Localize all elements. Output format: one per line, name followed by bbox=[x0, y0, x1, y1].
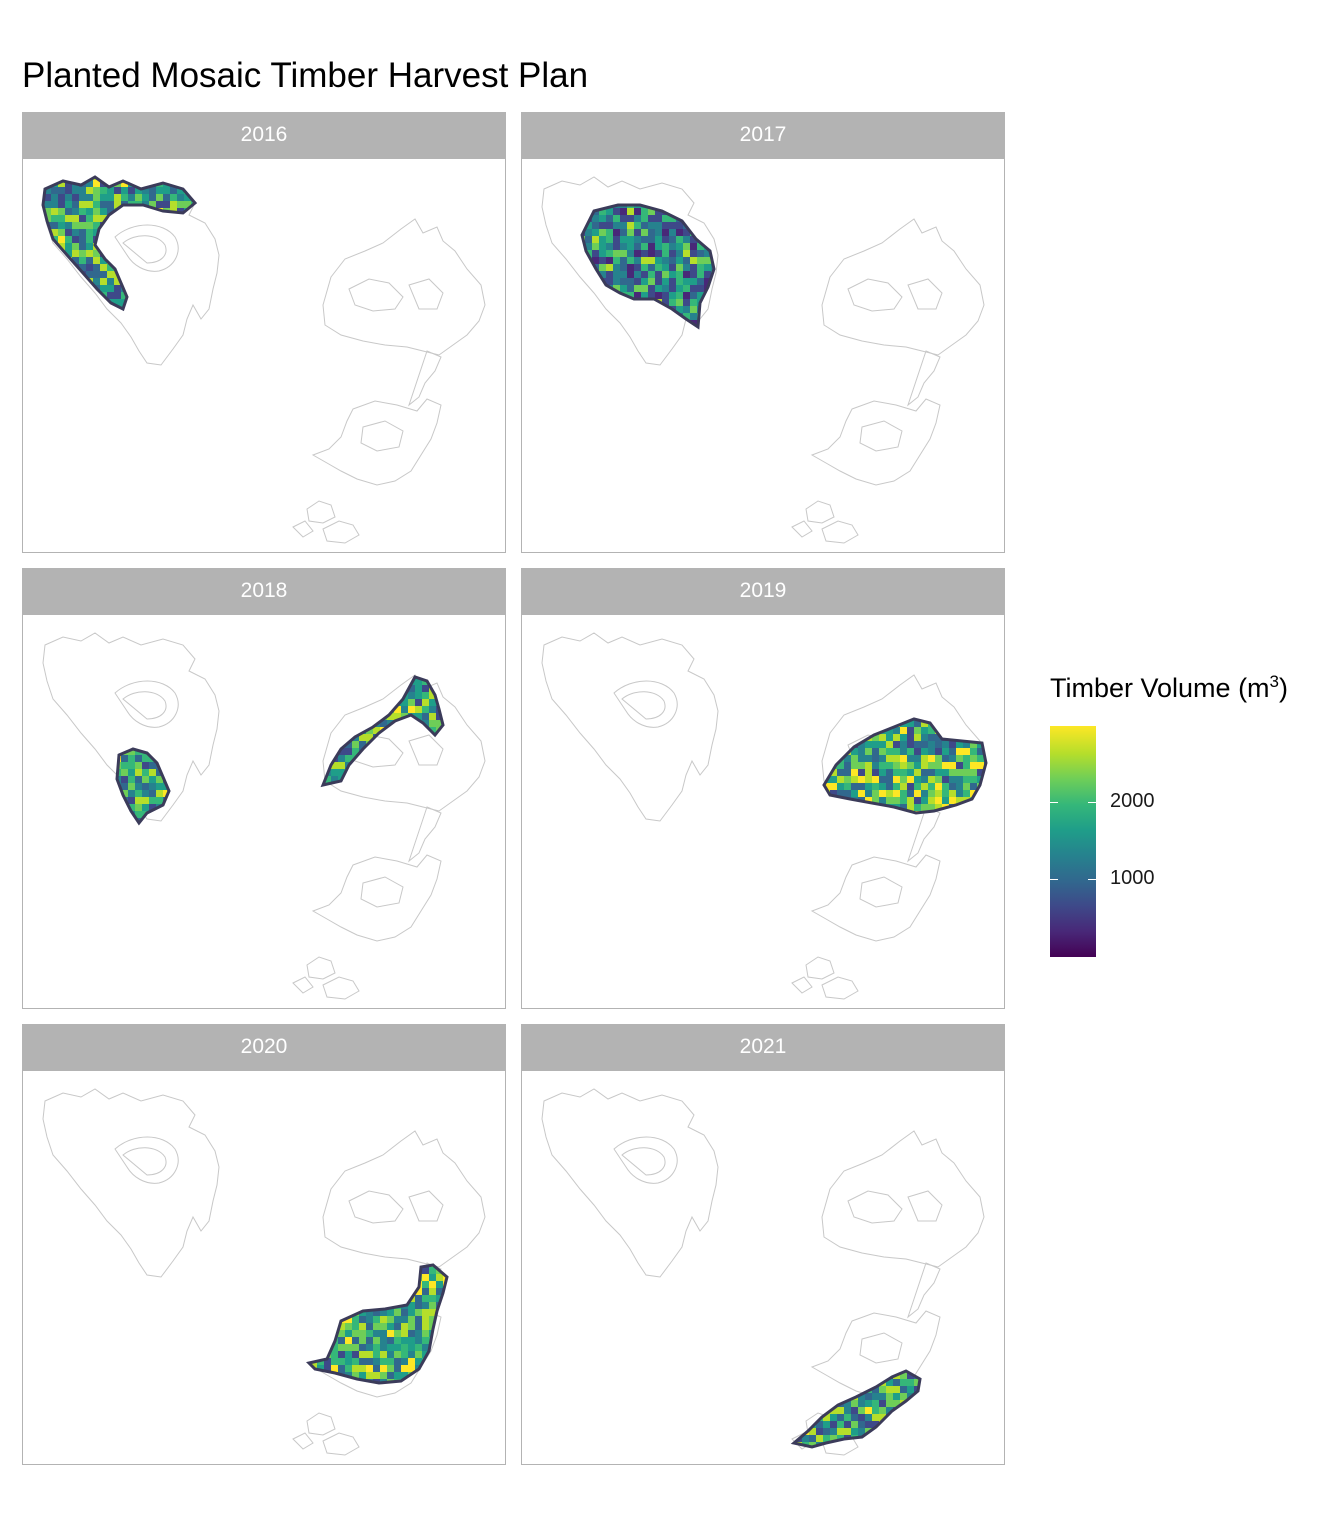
facet-panel-2018: 2018 bbox=[22, 568, 506, 1009]
facet-strip-label: 2020 bbox=[22, 1024, 506, 1070]
harvest-raster bbox=[43, 177, 195, 309]
harvest-raster bbox=[117, 677, 443, 823]
harvest-block-border bbox=[41, 175, 198, 312]
estate-outline bbox=[621, 691, 666, 720]
estate-outline bbox=[348, 1190, 404, 1224]
facet-panel-2021: 2021 bbox=[521, 1024, 1005, 1465]
harvest-block-border bbox=[580, 203, 716, 330]
estate-outline bbox=[821, 218, 985, 356]
estate-outline bbox=[541, 632, 719, 822]
harvest-raster bbox=[794, 1371, 920, 1447]
estate-outline bbox=[322, 1130, 486, 1268]
estate-outline bbox=[292, 520, 314, 538]
estate-outline bbox=[311, 398, 442, 486]
estate-outline bbox=[114, 224, 179, 272]
map-area bbox=[521, 1070, 1005, 1465]
harvest-block-border bbox=[822, 717, 988, 815]
estate-outline bbox=[613, 1136, 678, 1184]
estate-outline bbox=[322, 976, 360, 1000]
estate-outline bbox=[906, 806, 941, 863]
facet-panel-2016: 2016 bbox=[22, 112, 506, 553]
estate-outline bbox=[122, 1147, 167, 1176]
estate-outline bbox=[408, 1190, 444, 1222]
estate-outline bbox=[360, 876, 404, 908]
estate-outline bbox=[322, 674, 486, 812]
estate-outline bbox=[810, 854, 941, 942]
facet-strip-label: 2016 bbox=[22, 112, 506, 158]
estate-outline bbox=[306, 500, 336, 524]
estate-outline bbox=[114, 680, 179, 728]
estate-outline bbox=[322, 1432, 360, 1456]
estate-outline bbox=[311, 854, 442, 942]
estate-outline bbox=[810, 1310, 941, 1398]
estate-outline bbox=[810, 398, 941, 486]
estate-outline bbox=[621, 1147, 666, 1176]
estate-outline bbox=[122, 691, 167, 720]
legend: Timber Volume (m3) 2000 1000 bbox=[1040, 668, 1330, 968]
estate-outline bbox=[42, 1088, 220, 1278]
estate-outline bbox=[791, 520, 813, 538]
estate-outline bbox=[859, 876, 903, 908]
estate-outline bbox=[541, 1088, 719, 1278]
estate-outline bbox=[292, 1432, 314, 1450]
page-title: Planted Mosaic Timber Harvest Plan bbox=[22, 56, 588, 96]
estate-outline bbox=[907, 1190, 943, 1222]
estate-outline bbox=[805, 956, 835, 980]
harvest-raster bbox=[309, 1265, 447, 1383]
facet-strip-label: 2017 bbox=[521, 112, 1005, 158]
legend-title: Timber Volume (m3) bbox=[1050, 672, 1288, 704]
estate-outline bbox=[408, 734, 444, 766]
estate-outline bbox=[360, 420, 404, 452]
estate-outline bbox=[613, 680, 678, 728]
estate-outline bbox=[292, 976, 314, 994]
harvest-raster bbox=[582, 205, 714, 327]
colorbar bbox=[1050, 726, 1096, 957]
estate-outline bbox=[306, 956, 336, 980]
facet-panel-2017: 2017 bbox=[521, 112, 1005, 553]
map-area bbox=[22, 614, 506, 1009]
estate-outline bbox=[42, 632, 220, 822]
estate-outline bbox=[906, 350, 941, 407]
map-area bbox=[521, 158, 1005, 553]
legend-break-label: 1000 bbox=[1110, 867, 1155, 890]
facet-panel-2019: 2019 bbox=[521, 568, 1005, 1009]
harvest-block-border bbox=[320, 675, 445, 788]
legend-tick bbox=[1050, 879, 1058, 880]
facet-strip-label: 2019 bbox=[521, 568, 1005, 614]
estate-outline bbox=[348, 278, 404, 312]
legend-tick bbox=[1050, 802, 1058, 803]
estate-outline bbox=[322, 218, 486, 356]
map-area bbox=[22, 1070, 506, 1465]
legend-tick bbox=[1088, 802, 1096, 803]
harvest-block-border bbox=[790, 1369, 922, 1449]
estate-outline bbox=[408, 278, 444, 310]
map-area bbox=[22, 158, 506, 553]
estate-outline bbox=[114, 1136, 179, 1184]
estate-outline bbox=[322, 520, 360, 544]
estate-outline bbox=[821, 976, 859, 1000]
estate-outline bbox=[907, 278, 943, 310]
estate-outline bbox=[847, 278, 903, 312]
facet-panel-2020: 2020 bbox=[22, 1024, 506, 1465]
estate-outline bbox=[306, 1412, 336, 1436]
estate-outline bbox=[859, 420, 903, 452]
estate-outline bbox=[407, 806, 442, 863]
estate-outline bbox=[407, 350, 442, 407]
estate-outline bbox=[906, 1262, 941, 1319]
harvest-block-border bbox=[306, 1263, 449, 1385]
estate-outline bbox=[821, 1130, 985, 1268]
harvest-block-border bbox=[115, 747, 171, 826]
estate-outline bbox=[805, 500, 835, 524]
legend-break-label: 2000 bbox=[1110, 790, 1155, 813]
legend-tick bbox=[1088, 879, 1096, 880]
estate-outline bbox=[122, 235, 167, 264]
facet-strip-label: 2021 bbox=[521, 1024, 1005, 1070]
estate-outline bbox=[847, 1190, 903, 1224]
estate-outline bbox=[859, 1332, 903, 1364]
estate-outline bbox=[791, 976, 813, 994]
estate-outline bbox=[821, 520, 859, 544]
map-area bbox=[521, 614, 1005, 1009]
facet-strip-label: 2018 bbox=[22, 568, 506, 614]
